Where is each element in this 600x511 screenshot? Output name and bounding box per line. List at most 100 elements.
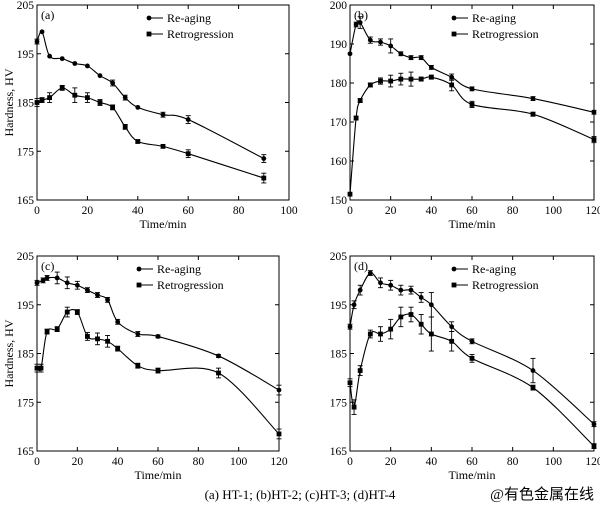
data-point: [74, 309, 80, 315]
data-point: [418, 55, 424, 61]
data-point: [115, 319, 121, 325]
y-tick-label: 150: [330, 195, 348, 207]
data-point: [449, 338, 455, 344]
data-point: [347, 324, 353, 330]
y-tick-label: 170: [330, 117, 348, 129]
data-point: [530, 96, 536, 101]
x-tick-label: 40: [426, 205, 438, 217]
legend-marker: [451, 282, 457, 288]
y-tick-label: 195: [17, 300, 35, 312]
data-point: [347, 191, 353, 197]
data-point: [216, 370, 221, 376]
data-point: [469, 355, 475, 361]
chart-panel: 0 20 40 60 80 100 120 165 175 185 195 205 Time/min Ha…: [2, 251, 288, 482]
data-point: [378, 280, 383, 286]
data-point: [591, 109, 597, 115]
legend-label: Re-aging: [167, 11, 211, 25]
data-point: [59, 56, 65, 62]
data-point: [122, 95, 128, 101]
y-tick-label: 165: [17, 446, 35, 458]
data-point: [530, 111, 536, 117]
panels: 0 20 40 60 80 100 165 175 185 195 205 Time/min Hardn…: [2, 0, 600, 482]
data-point: [591, 137, 597, 142]
y-tick-label: 205: [17, 251, 35, 263]
data-point: [64, 280, 70, 286]
data-point: [591, 443, 597, 449]
y-tick-label: 185: [17, 98, 35, 110]
x-tick-label: 20: [72, 456, 84, 468]
data-point: [449, 74, 455, 80]
data-point: [276, 431, 282, 437]
data-point: [347, 51, 353, 57]
data-point: [44, 275, 50, 281]
y-axis-label: Hardness, HV: [2, 68, 16, 136]
data-point: [185, 151, 191, 157]
data-point: [367, 82, 373, 88]
data-point: [72, 92, 78, 98]
data-point: [85, 63, 90, 69]
x-tick-label: 0: [34, 456, 40, 468]
x-axis-label: Time/min: [135, 468, 182, 482]
x-tick-label: 60: [466, 205, 478, 217]
legend-label: Retrogression: [157, 278, 224, 292]
legend-label: Retrogression: [167, 27, 234, 41]
data-point: [97, 73, 103, 79]
panel-label: (b): [354, 8, 368, 22]
data-point: [408, 55, 414, 61]
data-point: [40, 277, 46, 283]
data-point: [64, 309, 70, 315]
x-tick-label: 40: [112, 456, 124, 468]
chart-panel: 0 20 40 60 80 100 120 150 160 170 180 190 200 Time/mi…: [330, 0, 600, 231]
legend-marker: [451, 15, 457, 21]
panel-label: (d): [354, 259, 368, 273]
legend-marker: [451, 266, 457, 272]
x-tick-label: 100: [545, 456, 563, 468]
data-point: [591, 421, 597, 427]
data-point: [115, 346, 121, 352]
x-tick-label: 40: [426, 456, 438, 468]
data-point: [261, 175, 267, 181]
x-tick-label: 0: [347, 205, 353, 217]
y-axis-label: Hardness, HV: [2, 319, 16, 387]
data-point: [74, 282, 80, 288]
data-point: [85, 287, 90, 293]
data-point: [530, 368, 536, 373]
data-point: [357, 98, 363, 103]
x-tick-label: 20: [385, 456, 397, 468]
data-point: [95, 292, 100, 298]
legend-marker: [136, 282, 142, 288]
data-point: [398, 51, 404, 57]
data-point: [449, 324, 455, 330]
data-point: [47, 95, 52, 101]
watermark-text: @有色金属在线: [490, 486, 594, 503]
data-point: [135, 104, 141, 110]
data-point: [357, 368, 363, 373]
data-point: [135, 139, 141, 144]
data-point: [216, 353, 221, 359]
x-tick-label: 120: [270, 456, 288, 468]
data-point: [428, 74, 434, 80]
data-point: [469, 86, 475, 92]
y-tick-label: 205: [17, 0, 35, 12]
panel-label: (c): [41, 259, 54, 273]
legend-marker: [146, 31, 152, 37]
x-axis-label: Time/min: [449, 468, 496, 482]
data-point: [105, 297, 110, 303]
y-tick-label: 175: [17, 397, 35, 409]
data-point: [44, 329, 50, 334]
y-tick-label: 175: [17, 146, 35, 158]
series-line: [349, 272, 595, 425]
series-line: [349, 76, 595, 195]
data-point: [357, 20, 363, 25]
data-point: [469, 338, 475, 344]
data-point: [367, 331, 373, 337]
data-point: [85, 334, 90, 339]
y-tick-label: 205: [330, 251, 348, 263]
data-point: [351, 404, 357, 410]
data-point: [155, 334, 161, 339]
data-point: [449, 82, 455, 88]
data-point: [398, 314, 404, 320]
y-tick-label: 165: [17, 195, 35, 207]
data-point: [261, 156, 267, 161]
